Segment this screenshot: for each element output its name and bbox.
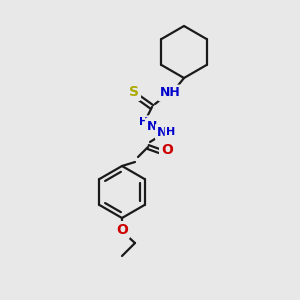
Text: H: H [167,127,176,137]
Text: H: H [140,117,148,127]
Text: S: S [129,85,139,99]
Text: O: O [116,223,128,237]
Text: N: N [157,125,167,139]
Text: O: O [161,143,173,157]
Text: NH: NH [160,86,180,100]
Text: N: N [147,119,157,133]
